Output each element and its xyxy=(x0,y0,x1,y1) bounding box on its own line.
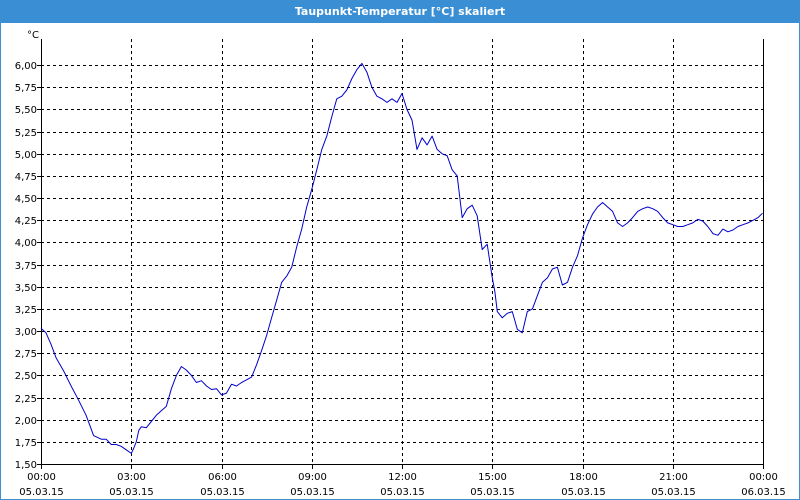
y-tick-label: 6,00 xyxy=(15,61,37,72)
tick-labels: 1,50 1,75 2,00 2,25 2,50 2,75 3,00 3,25 3,50 3,75… xyxy=(15,30,786,498)
x-tick-time-label: 06:00 xyxy=(208,472,237,483)
x-tick-date-label: 06.03.15 xyxy=(741,487,786,498)
y-tick-label: 5,50 xyxy=(15,105,37,116)
y-tick-label: 3,25 xyxy=(15,305,37,316)
y-tick-label: 4,75 xyxy=(15,172,37,183)
x-tick-time-label: 12:00 xyxy=(388,472,417,483)
x-tick-time-label: 00:00 xyxy=(749,472,778,483)
y-unit-label: °C xyxy=(27,30,39,41)
x-tick-date-label: 05.03.15 xyxy=(200,487,245,498)
series-layer xyxy=(40,62,763,454)
grid xyxy=(41,39,763,465)
y-tick-label: 2,50 xyxy=(15,371,37,382)
y-tick-label: 3,00 xyxy=(15,327,37,338)
y-tick-label: 4,00 xyxy=(15,238,37,249)
x-tick-date-label: 05.03.15 xyxy=(109,487,154,498)
x-tick-time-label: 00:00 xyxy=(27,472,56,483)
x-tick-time-label: 21:00 xyxy=(659,472,688,483)
y-tick-label: 3,75 xyxy=(15,261,37,272)
y-tick-label: 3,50 xyxy=(15,283,37,294)
y-tick-label: 1,50 xyxy=(15,460,37,471)
y-tick-label: 4,25 xyxy=(15,216,37,227)
window-title: Taupunkt-Temperatur [°C] skaliert xyxy=(1,1,799,23)
x-tick-date-label: 05.03.15 xyxy=(651,487,696,498)
y-tick-label: 2,00 xyxy=(15,416,37,427)
chart-area: 1,50 1,75 2,00 2,25 2,50 2,75 3,00 3,25 3,50 3,75… xyxy=(15,30,786,498)
y-tick-label: 2,25 xyxy=(15,394,37,405)
x-tick-time-label: 09:00 xyxy=(298,472,327,483)
x-tick-date-label: 05.03.15 xyxy=(470,487,515,498)
x-tick-date-label: 05.03.15 xyxy=(380,487,425,498)
x-tick-date-label: 05.03.15 xyxy=(290,487,335,498)
y-tick-label: 5,75 xyxy=(15,83,37,94)
y-tick-label: 5,00 xyxy=(15,150,37,161)
x-tick-date-label: 05.03.15 xyxy=(561,487,606,498)
series-line xyxy=(40,62,763,454)
x-tick-time-label: 18:00 xyxy=(569,472,598,483)
x-tick-date-label: 05.03.15 xyxy=(19,487,64,498)
x-tick-time-label: 03:00 xyxy=(117,472,146,483)
y-tick-label: 5,25 xyxy=(15,128,37,139)
x-tick-time-label: 15:00 xyxy=(478,472,507,483)
y-tick-label: 1,75 xyxy=(15,438,37,449)
y-tick-label: 2,75 xyxy=(15,349,37,360)
y-tick-label: 4,50 xyxy=(15,194,37,205)
axes xyxy=(37,39,764,469)
